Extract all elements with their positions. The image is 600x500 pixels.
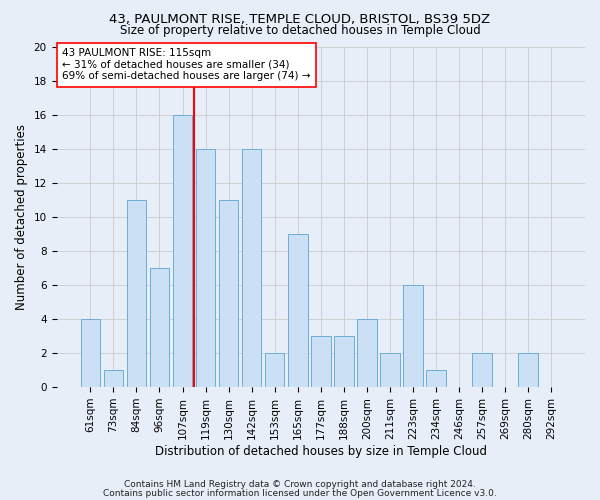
Bar xyxy=(426,370,446,387)
Text: 43 PAULMONT RISE: 115sqm
← 31% of detached houses are smaller (34)
69% of semi-d: 43 PAULMONT RISE: 115sqm ← 31% of detach… xyxy=(62,48,310,82)
Text: Contains HM Land Registry data © Crown copyright and database right 2024.: Contains HM Land Registry data © Crown c… xyxy=(124,480,476,489)
Y-axis label: Number of detached properties: Number of detached properties xyxy=(15,124,28,310)
Bar xyxy=(104,370,123,387)
Bar xyxy=(334,336,353,387)
Bar xyxy=(127,200,146,387)
Text: Size of property relative to detached houses in Temple Cloud: Size of property relative to detached ho… xyxy=(119,24,481,37)
Bar xyxy=(80,319,100,387)
Bar xyxy=(403,285,423,387)
Bar xyxy=(380,353,400,387)
Bar xyxy=(518,353,538,387)
Bar xyxy=(242,148,262,387)
Bar xyxy=(472,353,492,387)
Bar xyxy=(196,148,215,387)
Bar xyxy=(288,234,308,387)
Bar xyxy=(357,319,377,387)
Bar xyxy=(265,353,284,387)
Text: Contains public sector information licensed under the Open Government Licence v3: Contains public sector information licen… xyxy=(103,489,497,498)
Bar xyxy=(311,336,331,387)
Text: 43, PAULMONT RISE, TEMPLE CLOUD, BRISTOL, BS39 5DZ: 43, PAULMONT RISE, TEMPLE CLOUD, BRISTOL… xyxy=(109,12,491,26)
Bar xyxy=(219,200,238,387)
Bar xyxy=(173,114,193,387)
X-axis label: Distribution of detached houses by size in Temple Cloud: Distribution of detached houses by size … xyxy=(155,444,487,458)
Bar xyxy=(149,268,169,387)
